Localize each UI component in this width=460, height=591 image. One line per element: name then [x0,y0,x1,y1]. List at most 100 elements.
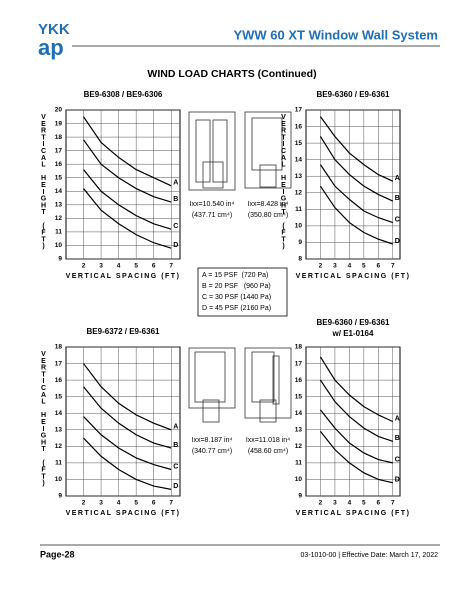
y-tick-label: 12 [295,189,303,196]
y-tick-label: 13 [295,173,303,180]
curve [319,356,394,423]
x-tick-label: 5 [134,500,138,507]
x-axis-label: VERTICAL SPACING (FT) [296,273,411,280]
y-tick-label: 9 [298,239,302,246]
plot-frame [65,346,181,497]
y-tick-label: 12 [295,443,303,450]
curve [83,437,172,490]
chart-title: BE9-6360 / E9-6361 [317,318,390,327]
y-tick-label: 15 [55,393,63,400]
curve-label: D [173,483,178,490]
curve-label: B [173,442,178,449]
profile-ixx: Ixx=8.428 in⁴ [248,201,289,208]
x-tick-label: 4 [348,263,352,270]
y-axis-label: VERTICAL HEIGHT (FT) [40,351,47,488]
y-tick-label: 17 [55,360,63,367]
curve-label: D [395,477,400,484]
curve-label: A [395,175,400,182]
y-tick-label: 10 [295,476,303,483]
y-tick-label: 16 [55,377,63,384]
legend-entry: D = 45 PSF (2160 Pa) [202,305,271,312]
y-tick-label: 9 [58,256,62,263]
curve [319,185,393,245]
curve-label: D [173,242,178,249]
curve-label: C [173,223,178,230]
profile-ixx: Ixx=8.187 in⁴ [192,437,233,444]
y-tick-label: 10 [55,476,63,483]
legend-entry: C = 30 PSF (1440 Pa) [202,294,271,301]
y-tick-label: 10 [295,223,303,230]
x-tick-label: 7 [169,500,173,507]
y-tick-label: 19 [55,120,63,127]
y-tick-label: 11 [295,206,302,213]
x-tick-label: 7 [391,263,395,270]
profile-metric: (458.60 cm⁴) [248,448,288,455]
x-tick-label: 5 [362,500,366,507]
x-tick-label: 2 [319,263,323,270]
y-tick-label: 12 [55,443,63,450]
curve-label: C [173,463,178,470]
x-axis-label: VERTICAL SPACING (FT) [66,273,181,280]
plot-frame [305,346,401,497]
curve-label: A [395,415,400,422]
chart-title: BE9-6360 / E9-6361 [317,90,390,99]
y-tick-label: 9 [298,493,302,500]
curve [83,363,172,431]
curve-label: A [173,180,178,187]
y-tick-label: 18 [55,134,63,141]
chart-subtitle: w/ E1-0164 [332,329,374,338]
y-tick-label: 17 [295,360,303,367]
curve [83,386,172,449]
legend-entry: B = 20 PSF (960 Pa) [202,283,271,290]
profile-ixx: Ixx=11.018 in⁴ [246,437,290,444]
y-tick-label: 8 [298,256,302,263]
plot-frame [305,109,401,260]
section-title: WIND LOAD CHARTS (Continued) [147,68,316,80]
curve [319,116,394,182]
curve-label: B [395,195,400,202]
y-tick-label: 18 [295,344,303,351]
y-tick-label: 14 [55,188,63,195]
page-number: Page-28 [40,549,75,559]
x-tick-label: 4 [348,500,352,507]
logo: ap [38,35,64,60]
curve-label: D [395,238,400,245]
y-tick-label: 16 [295,123,303,130]
y-tick-label: 11 [55,229,62,236]
plot-frame [65,109,181,260]
curve [83,116,172,187]
curve-label: B [395,435,400,442]
y-tick-label: 13 [295,426,303,433]
header-title: YWW 60 XT Window Wall System [233,27,438,42]
x-tick-label: 2 [319,500,323,507]
curve [319,379,393,442]
y-tick-label: 11 [295,460,302,467]
curve [319,409,393,464]
x-tick-label: 2 [82,263,86,270]
curve [83,416,172,471]
legend-entry: A = 15 PSF (720 Pa) [202,272,268,279]
y-tick-label: 14 [295,410,303,417]
x-tick-label: 3 [333,263,337,270]
y-tick-label: 15 [55,174,63,181]
y-tick-label: 20 [55,107,63,114]
y-tick-label: 17 [295,107,303,114]
x-tick-label: 4 [117,500,121,507]
x-tick-label: 6 [152,263,156,270]
curve [319,136,394,202]
profile-metric: (340.77 cm⁴) [192,448,232,455]
curve [319,164,393,224]
chart-title: BE9-6372 / E9-6361 [87,327,160,336]
y-tick-label: 13 [55,202,63,209]
profile-metric: (437.71 cm⁴) [192,212,232,219]
y-axis-label: VERTICAL HEIGHT (FT) [280,114,287,251]
x-tick-label: 7 [169,263,173,270]
y-tick-label: 14 [55,410,63,417]
x-tick-label: 6 [376,263,380,270]
y-tick-label: 10 [55,242,63,249]
x-tick-label: 5 [134,263,138,270]
x-axis-label: VERTICAL SPACING (FT) [66,510,181,517]
curve-label: C [395,457,400,464]
